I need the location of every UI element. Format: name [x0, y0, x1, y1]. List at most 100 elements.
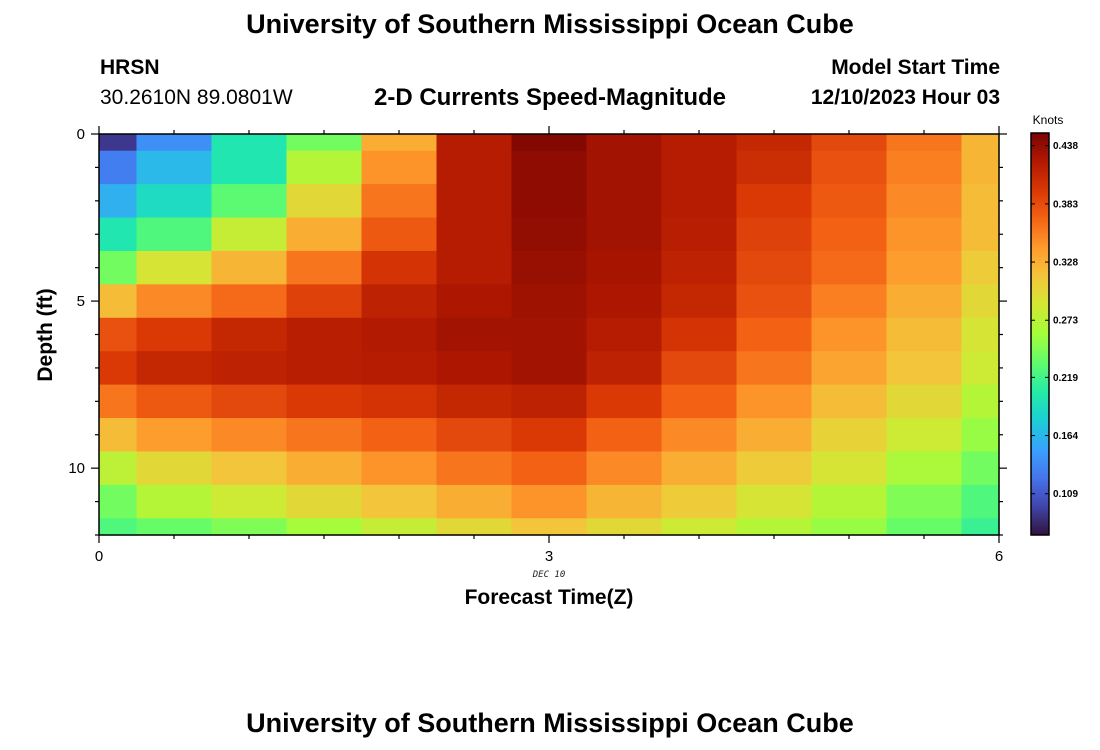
heatmap-cell — [586, 150, 663, 185]
heatmap-cell — [361, 184, 438, 219]
heatmap-cell — [736, 317, 813, 352]
heatmap-cell — [961, 184, 1000, 219]
heatmap-cell — [361, 418, 438, 453]
heatmap-cell — [136, 384, 213, 419]
heatmap-cell — [286, 418, 363, 453]
heatmap-cell — [811, 351, 888, 386]
model-start-time: 12/10/2023 Hour 03 — [810, 86, 1000, 109]
heatmap-cell — [211, 451, 288, 486]
heatmap-cell — [436, 317, 513, 352]
heatmap-cell — [736, 518, 813, 536]
heatmap-cell — [586, 184, 663, 219]
heatmap-cell — [99, 250, 138, 285]
heatmap-cell — [811, 284, 888, 319]
heatmap-cell — [511, 250, 588, 285]
heatmap-cell — [661, 351, 738, 386]
heatmap-cell — [136, 184, 213, 219]
heatmap-cell — [886, 418, 963, 453]
heatmap-cell — [99, 217, 138, 252]
heatmap-cell — [436, 284, 513, 319]
x-axis-date-label: DEC 10 — [532, 570, 566, 580]
heatmap-cell — [736, 384, 813, 419]
heatmap-cell — [136, 150, 213, 185]
heatmap-cell — [736, 451, 813, 486]
heatmap-cell — [436, 134, 513, 152]
heatmap-cell — [661, 134, 738, 152]
heatmap-cell — [511, 317, 588, 352]
heatmap-cell — [961, 484, 1000, 519]
heatmap-cell — [99, 284, 138, 319]
heatmap-cell — [286, 250, 363, 285]
heatmap-cells — [99, 134, 1000, 536]
heatmap-cell — [886, 150, 963, 185]
heatmap-cell — [886, 484, 963, 519]
heatmap-cell — [661, 150, 738, 185]
heatmap-cell — [136, 284, 213, 319]
station-coordinates: 30.2610N 89.0801W — [100, 86, 293, 109]
y-axis-label: Depth (ft) — [34, 288, 57, 381]
heatmap-cell — [136, 484, 213, 519]
heatmap-cell — [436, 150, 513, 185]
heatmap-cell — [586, 484, 663, 519]
heatmap-cell — [99, 451, 138, 486]
heatmap-cell — [436, 484, 513, 519]
heatmap-cell — [436, 451, 513, 486]
y-tick-label: 0 — [77, 126, 85, 143]
heatmap-cell — [886, 284, 963, 319]
heatmap-cell — [511, 484, 588, 519]
heatmap-cell — [511, 351, 588, 386]
heatmap-cell — [99, 518, 138, 536]
heatmap-cell — [736, 284, 813, 319]
heatmap-cell — [961, 284, 1000, 319]
heatmap-cell — [286, 150, 363, 185]
station-id: HRSN — [100, 56, 160, 79]
heatmap-cell — [511, 284, 588, 319]
heatmap-cell — [136, 317, 213, 352]
heatmap-cell — [361, 150, 438, 185]
heatmap-cell — [99, 184, 138, 219]
heatmap-cell — [811, 317, 888, 352]
heatmap-cell — [886, 451, 963, 486]
heatmap-cell — [886, 518, 963, 536]
heatmap-cell — [961, 250, 1000, 285]
x-axis-ticks: 0 3 6 — [95, 126, 1003, 565]
heatmap-cell — [286, 317, 363, 352]
page-title: University of Southern Mississippi Ocean… — [246, 9, 854, 39]
heatmap-cell — [736, 184, 813, 219]
x-axis-label: Forecast Time(Z) — [465, 586, 634, 609]
heatmap-cell — [286, 217, 363, 252]
heatmap-cell — [661, 184, 738, 219]
heatmap-cell — [286, 518, 363, 536]
heatmap-cell — [661, 284, 738, 319]
heatmap-cell — [511, 384, 588, 419]
heatmap-cell — [99, 150, 138, 185]
heatmap-cell — [661, 317, 738, 352]
heatmap-cell — [211, 518, 288, 536]
heatmap-cell — [511, 150, 588, 185]
heatmap-cell — [436, 518, 513, 536]
plot-title-text: 2-D Currents Speed-Magnitude — [373, 84, 727, 111]
heatmap-cell — [661, 418, 738, 453]
heatmap-cell — [436, 250, 513, 285]
heatmap-cell — [211, 384, 288, 419]
heatmap-cell — [361, 484, 438, 519]
heatmap-cell — [586, 451, 663, 486]
heatmap-cell — [736, 484, 813, 519]
heatmap-cell — [211, 217, 288, 252]
heatmap-cell — [286, 184, 363, 219]
heatmap-cell — [886, 317, 963, 352]
heatmap-cell — [886, 250, 963, 285]
heatmap-cell — [811, 134, 888, 152]
heatmap-cell — [961, 418, 1000, 453]
heatmap-cell — [136, 217, 213, 252]
heatmap-cell — [586, 217, 663, 252]
heatmap-cell — [511, 217, 588, 252]
heatmap-cell — [886, 351, 963, 386]
heatmap-cell — [436, 184, 513, 219]
heatmap-cell — [811, 518, 888, 536]
heatmap-cell — [286, 384, 363, 419]
heatmap-cell — [99, 384, 138, 419]
heatmap-cell — [586, 384, 663, 419]
heatmap-cell — [361, 284, 438, 319]
colorbar-tick-label: 0.383 — [1053, 199, 1078, 210]
